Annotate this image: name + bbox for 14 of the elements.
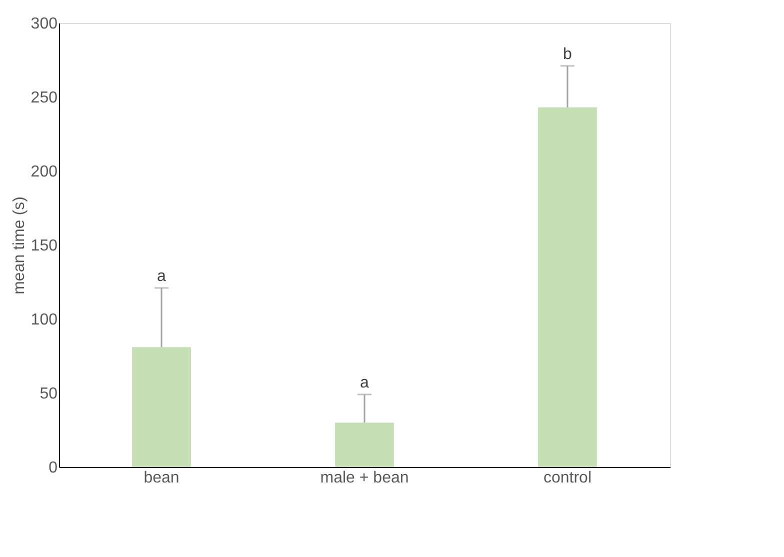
y-axis-title: mean time (s) bbox=[10, 196, 28, 294]
y-tick-label: 300 bbox=[30, 16, 58, 32]
y-tick-label: 0 bbox=[48, 460, 58, 476]
y-tick-label: 50 bbox=[40, 386, 58, 402]
x-tick-label: bean bbox=[144, 470, 180, 486]
y-tick-label: 100 bbox=[30, 312, 58, 328]
y-tick-label: 200 bbox=[30, 164, 58, 180]
x-tick-label: control bbox=[543, 470, 592, 486]
y-tick-label: 250 bbox=[30, 90, 58, 106]
annotation: b bbox=[563, 46, 572, 63]
x-tick-label: male + bean bbox=[320, 470, 409, 486]
annotation: a bbox=[360, 374, 370, 392]
annotation: a bbox=[157, 268, 166, 285]
y-tick-label: 150 bbox=[30, 238, 58, 254]
